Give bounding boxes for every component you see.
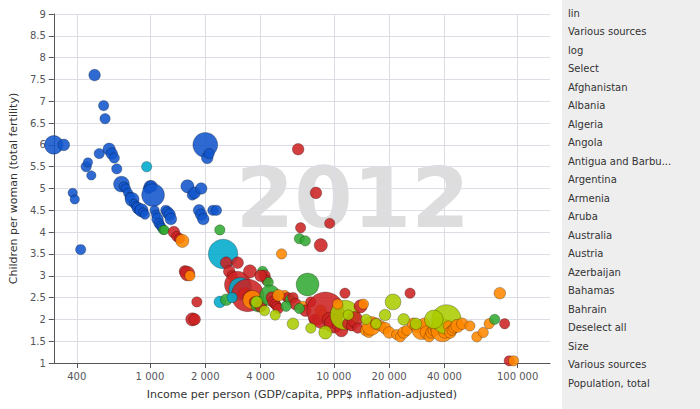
svg-text:3: 3 [39,270,45,281]
svg-text:1: 1 [39,358,45,369]
svg-text:Various sources: Various sources [568,359,646,370]
svg-text:400: 400 [67,371,86,382]
svg-text:Size: Size [568,341,589,352]
svg-text:8.5: 8.5 [30,30,46,41]
svg-text:Children per woman (total fert: Children per woman (total fertility) [7,93,20,284]
svg-text:4.5: 4.5 [30,205,46,216]
svg-text:Population, total: Population, total [568,378,650,389]
svg-text:Austria: Austria [568,248,603,259]
svg-text:lin: lin [568,8,580,19]
svg-text:100 000: 100 000 [497,371,538,382]
svg-text:Various sources: Various sources [568,26,646,37]
svg-text:Algeria: Algeria [568,119,603,130]
svg-text:3.5: 3.5 [30,248,46,259]
svg-text:6.5: 6.5 [30,118,46,129]
svg-text:Afghanistan: Afghanistan [568,82,628,93]
svg-text:2012: 2012 [235,148,470,247]
svg-text:Bahamas: Bahamas [568,285,615,296]
svg-text:2.5: 2.5 [30,292,46,303]
svg-text:7: 7 [39,96,45,107]
svg-text:Armenia: Armenia [568,193,610,204]
svg-text:5.5: 5.5 [30,161,46,172]
svg-text:4 000: 4 000 [246,371,275,382]
svg-text:1 000: 1 000 [136,371,165,382]
svg-text:1.5: 1.5 [30,336,46,347]
svg-text:Select: Select [568,63,599,74]
svg-text:Aruba: Aruba [568,211,598,222]
svg-text:log: log [568,45,583,56]
svg-text:Antigua and Barbu...: Antigua and Barbu... [568,156,671,167]
svg-text:Argentina: Argentina [568,174,617,185]
svg-text:Bahrain: Bahrain [568,304,607,315]
svg-text:40 000: 40 000 [427,371,462,382]
svg-text:Azerbaijan: Azerbaijan [568,267,621,278]
svg-text:10 000: 10 000 [316,371,351,382]
svg-text:2: 2 [39,314,45,325]
svg-text:7.5: 7.5 [30,74,46,85]
svg-text:8: 8 [39,52,45,63]
svg-text:2 000: 2 000 [191,371,220,382]
svg-text:9: 9 [39,9,45,20]
svg-text:Deselect all: Deselect all [568,322,626,333]
svg-text:Australia: Australia [568,230,612,241]
svg-text:6: 6 [39,139,46,151]
svg-text:Albania: Albania [568,100,605,111]
svg-text:Angola: Angola [568,137,603,148]
svg-text:4: 4 [39,227,45,238]
svg-text:Income per person (GDP/capita,: Income per person (GDP/capita, PPP$ infl… [147,388,457,401]
svg-text:20 000: 20 000 [372,371,407,382]
svg-text:5: 5 [39,183,45,194]
